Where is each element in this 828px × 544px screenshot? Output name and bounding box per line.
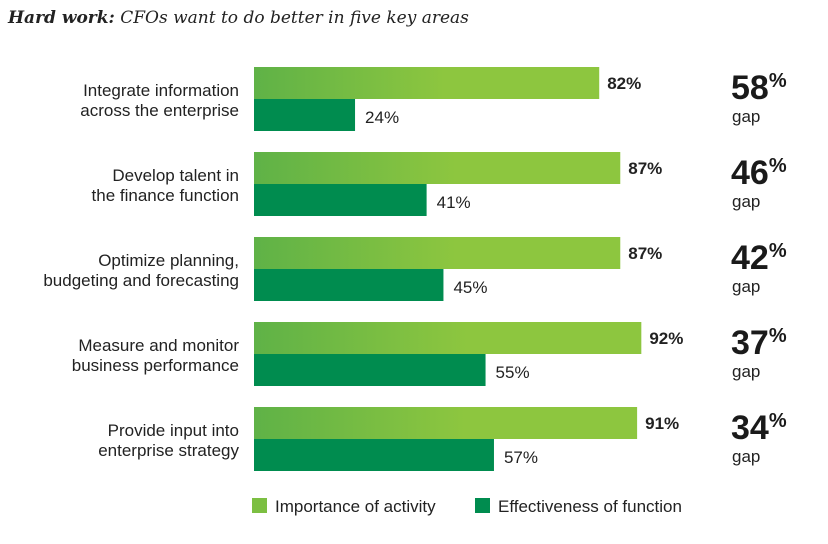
legend-item-importance: Importance of activity: [252, 497, 436, 516]
data-label-effectiveness: 57%: [504, 448, 538, 467]
bar-group: Optimize planning, budgeting and forecast…: [43, 237, 787, 301]
bar-importance: [254, 152, 621, 184]
bar-importance: [254, 322, 642, 354]
legend-item-effectiveness: Effectiveness of function: [475, 497, 682, 516]
gap-label: gap: [732, 362, 760, 381]
legend: Importance of activity Effectiveness of f…: [252, 497, 682, 516]
bar-effectiveness: [254, 269, 444, 301]
category-label-line: Integrate information: [83, 81, 239, 100]
category-label: Develop talent in the finance function: [92, 166, 239, 205]
category-label: Measure and monitor business performance: [72, 336, 240, 375]
gap-label: gap: [732, 192, 760, 211]
category-label: Optimize planning, budgeting and forecast…: [43, 251, 239, 290]
bar-group: Develop talent in the finance function 87%…: [92, 152, 787, 216]
bar-effectiveness: [254, 184, 427, 216]
category-label-line: Measure and monitor: [78, 336, 239, 355]
data-label-importance: 87%: [628, 244, 662, 263]
gap-number: 58: [731, 69, 769, 107]
bar-effectiveness: [254, 99, 356, 131]
data-label-effectiveness: 24%: [365, 108, 399, 127]
bar-importance: [254, 237, 621, 269]
data-label-effectiveness: 41%: [437, 193, 471, 212]
gap-percent: %: [769, 70, 787, 92]
data-label-importance: 91%: [645, 414, 679, 433]
gap-percent: %: [769, 155, 787, 177]
bar-importance: [254, 407, 638, 439]
gap-value: 34%: [731, 409, 787, 447]
category-label-line: Optimize planning,: [98, 251, 239, 270]
legend-swatch: [252, 498, 267, 513]
bar-importance: [254, 67, 600, 99]
gap-percent: %: [769, 410, 787, 432]
legend-label: Effectiveness of function: [498, 497, 682, 516]
data-label-importance: 92%: [649, 329, 683, 348]
gap-number: 42: [731, 239, 769, 277]
bar-group: Measure and monitor business performance 9…: [72, 322, 787, 386]
gap-label: gap: [732, 447, 760, 466]
category-label-line: business performance: [72, 356, 239, 375]
gap-value: 46%: [731, 154, 787, 192]
chart-title: Hard work: CFOs want to do better in fiv…: [7, 8, 469, 28]
gap-value: 58%: [731, 69, 787, 107]
gap-number: 37: [731, 324, 769, 362]
legend-label: Importance of activity: [275, 497, 436, 516]
chart-title-bold: Hard work:: [7, 8, 115, 28]
gap-label: gap: [732, 107, 760, 126]
gap-value: 42%: [731, 239, 787, 277]
bar-group: Integrate information across the enterpri…: [80, 67, 787, 131]
gap-label: gap: [732, 277, 760, 296]
category-label-line: budgeting and forecasting: [43, 271, 239, 290]
category-label-line: the finance function: [92, 186, 239, 205]
gap-percent: %: [769, 240, 787, 262]
gap-number: 34: [731, 409, 769, 447]
gap-value: 37%: [731, 324, 787, 362]
category-label-line: Provide input into: [108, 421, 239, 440]
category-label-line: Develop talent in: [112, 166, 239, 185]
data-label-importance: 87%: [628, 159, 662, 178]
category-label: Integrate information across the enterpri…: [80, 81, 239, 120]
category-label: Provide input into enterprise strategy: [98, 421, 239, 460]
gap-percent: %: [769, 325, 787, 347]
bar-group: Provide input into enterprise strategy 91%…: [98, 407, 787, 471]
data-label-effectiveness: 55%: [496, 363, 530, 382]
legend-swatch: [475, 498, 490, 513]
data-label-effectiveness: 45%: [453, 278, 487, 297]
data-label-importance: 82%: [607, 74, 641, 93]
bar-effectiveness: [254, 439, 494, 471]
bar-effectiveness: [254, 354, 486, 386]
category-label-line: across the enterprise: [80, 101, 239, 120]
chart-title-rest: CFOs want to do better in five key areas: [115, 8, 469, 28]
category-label-line: enterprise strategy: [98, 441, 239, 460]
gap-number: 46: [731, 154, 769, 192]
